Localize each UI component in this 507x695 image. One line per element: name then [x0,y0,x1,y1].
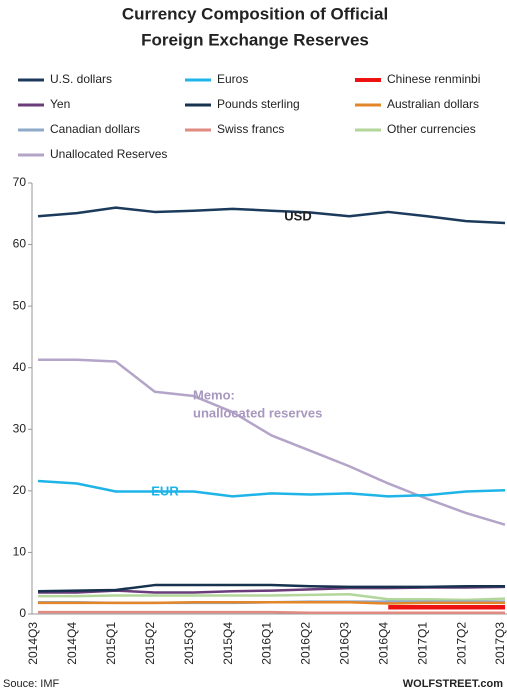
annotation: USD [284,208,311,223]
legend-label: Australian dollars [387,97,479,111]
x-tick-label: 2017Q3 [493,622,507,665]
x-tick-label: 2016Q4 [376,622,390,665]
y-tick-label: 20 [13,483,27,497]
series-line [38,610,505,615]
legend-label: U.S. dollars [50,72,112,86]
chart-title: Currency Composition of Official [122,4,388,23]
y-tick-label: 0 [19,606,26,620]
y-tick-label: 60 [13,237,27,251]
series-line [37,583,505,593]
series-line [38,593,506,602]
y-tick-label: 30 [13,421,27,435]
x-tick-label: 2015Q3 [182,622,196,665]
y-tick-label: 50 [13,298,27,312]
chart-title: Foreign Exchange Reserves [141,30,369,49]
legend-label: Unallocated Reserves [50,147,167,161]
y-tick-label: 40 [13,360,27,374]
series-line [38,601,505,605]
x-tick-label: 2015Q1 [104,622,118,665]
x-tick-label: 2014Q4 [65,622,79,665]
legend-label: Yen [50,97,70,111]
legend-label: Canadian dollars [50,122,140,136]
legend-label: Swiss francs [217,122,284,136]
legend-label: Other currencies [387,122,476,136]
series-line [38,358,506,526]
annotation: unallocated reserves [193,405,322,420]
x-tick-label: 2015Q2 [143,622,157,665]
series-line [37,479,506,498]
x-tick-label: 2014Q3 [26,622,40,665]
x-tick-label: 2016Q1 [260,622,274,665]
x-tick-label: 2015Q4 [221,622,235,665]
credit: WOLFSTREET.com [403,678,503,690]
x-tick-label: 2016Q3 [338,622,352,665]
legend-label: Chinese renminbi [387,72,480,86]
source: Souce: IMF [3,678,60,690]
annotation: Memo: [193,387,235,402]
y-tick-label: 70 [13,175,27,189]
annotation: EUR [151,483,179,498]
x-tick-label: 2017Q1 [415,622,429,665]
x-tick-label: 2016Q2 [299,622,313,665]
x-tick-label: 2017Q2 [454,622,468,665]
series-line [37,206,506,225]
legend-label: Euros [217,72,248,86]
legend-label: Pounds sterling [217,97,300,111]
y-tick-label: 10 [13,545,27,559]
